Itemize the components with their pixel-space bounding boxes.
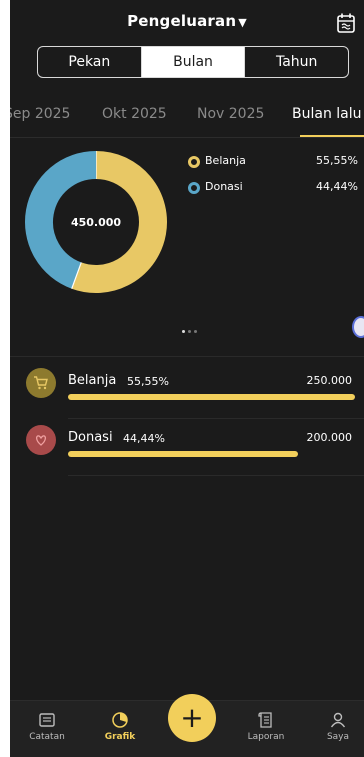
month-tab-nov-2025[interactable]: Nov 2025 (197, 106, 265, 122)
donut-chart (25, 151, 167, 293)
floating-assistant-button[interactable] (352, 316, 364, 338)
legend-percent: 55,55% (316, 154, 358, 167)
app-screen: Pengeluaran ▼ Pekan Bulan Tahun Sep 2025 … (10, 0, 364, 757)
top-bar: Pengeluaran ▼ Pekan Bulan Tahun (10, 0, 364, 90)
chart-section: 450.000 Belanja 55,55% Donasi 44,44% (10, 140, 364, 350)
category-row-belanja[interactable]: Belanja 55,55% 250.000 (10, 368, 364, 424)
month-tab-okt-2025[interactable]: Okt 2025 (102, 106, 167, 122)
category-progress-bar (68, 451, 298, 457)
page-indicator[interactable] (182, 330, 197, 333)
nav-saya[interactable]: Saya (308, 711, 364, 742)
period-segmented-control: Pekan Bulan Tahun (37, 46, 349, 78)
category-percent: 55,55% (127, 375, 169, 388)
category-amount: 250.000 (306, 374, 353, 387)
legend-percent: 44,44% (316, 180, 358, 193)
nav-grafik[interactable]: Grafik (90, 711, 150, 742)
section-divider (10, 356, 364, 357)
notes-icon (39, 713, 55, 727)
donut-slice-donasi (25, 151, 97, 289)
calendar-icon[interactable] (336, 12, 356, 34)
active-month-indicator (300, 135, 364, 137)
month-selector: Sep 2025 Okt 2025 Nov 2025 Bulan lalu (10, 96, 364, 138)
legend-dot-donasi (188, 182, 200, 194)
page-title-text: Pengeluaran (127, 12, 237, 30)
legend-label: Donasi (205, 180, 243, 193)
tab-pekan[interactable]: Pekan (68, 54, 111, 70)
nav-catatan[interactable]: Catatan (17, 711, 77, 742)
category-name: Belanja (68, 373, 117, 388)
nav-label: Laporan (247, 732, 285, 742)
page-dot (182, 330, 185, 333)
nav-label: Grafik (104, 732, 136, 742)
report-icon (258, 712, 272, 728)
row-divider (68, 418, 364, 419)
nav-label: Saya (326, 732, 350, 742)
category-row-donasi[interactable]: Donasi 44,44% 200.000 (10, 425, 364, 481)
category-amount: 200.000 (306, 431, 353, 444)
legend-dot-belanja (188, 156, 200, 168)
shopping-cart-icon (26, 368, 56, 398)
category-percent: 44,44% (123, 432, 165, 445)
category-name: Donasi (68, 430, 113, 445)
page-dot (188, 330, 191, 333)
user-icon (330, 712, 346, 728)
plus-icon: + (180, 701, 204, 734)
chart-legend: Belanja 55,55% Donasi 44,44% (188, 154, 358, 206)
heart-ribbon-icon (26, 425, 56, 455)
nav-label: Catatan (29, 732, 65, 742)
nav-laporan[interactable]: Laporan (236, 711, 296, 742)
add-record-button[interactable]: + (168, 694, 216, 742)
donut-total-label: 450.000 (70, 216, 122, 229)
tab-tahun[interactable]: Tahun (244, 47, 348, 77)
row-divider (68, 475, 364, 476)
page-dot (194, 330, 197, 333)
tab-bulan[interactable]: Bulan (140, 47, 245, 77)
month-tab-bulan-lalu[interactable]: Bulan lalu (292, 106, 362, 122)
page-title[interactable]: Pengeluaran ▼ (10, 12, 364, 30)
donut-separator (71, 262, 82, 289)
legend-item-donasi: Donasi 44,44% (188, 180, 358, 206)
chart-icon (112, 712, 128, 728)
category-progress-bar (68, 394, 355, 400)
chevron-down-icon: ▼ (238, 16, 247, 29)
legend-item-belanja: Belanja 55,55% (188, 154, 358, 180)
legend-label: Belanja (205, 154, 246, 167)
donut-slice-belanja (71, 151, 167, 293)
month-tab-sep-2025[interactable]: Sep 2025 (10, 106, 71, 122)
